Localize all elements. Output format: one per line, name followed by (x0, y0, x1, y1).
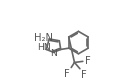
Text: F: F (81, 70, 87, 80)
Text: H₂N: H₂N (34, 33, 53, 43)
Text: F: F (85, 56, 91, 66)
Text: F: F (64, 69, 69, 79)
Text: HN: HN (38, 43, 51, 52)
Text: N: N (50, 49, 57, 58)
